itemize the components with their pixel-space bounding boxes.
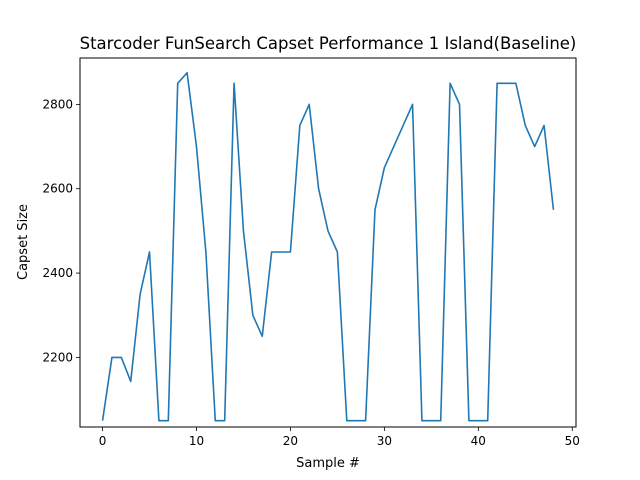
- y-tick-label: 2400: [42, 266, 73, 280]
- chart-title: Starcoder FunSearch Capset Performance 1…: [80, 34, 577, 53]
- x-tick-label: 30: [377, 434, 392, 448]
- x-axis-ticks: 0 10 20 30 40 50: [99, 427, 580, 448]
- plot-area-frame: [79, 57, 577, 428]
- x-tick-label: 20: [283, 434, 298, 448]
- y-axis-label: Capset Size: [16, 204, 31, 280]
- y-tick-label: 2200: [42, 350, 73, 364]
- x-tick-label: 40: [471, 434, 486, 448]
- x-tick-label: 0: [99, 434, 107, 448]
- y-tick-label: 2800: [42, 97, 73, 111]
- series-layer: [101, 71, 555, 422]
- x-tick-label: 50: [565, 434, 580, 448]
- x-axis-label: Sample #: [296, 456, 360, 471]
- series-line-0: [101, 71, 555, 422]
- y-tick-label: 2600: [42, 182, 73, 196]
- x-tick-label: 10: [189, 434, 204, 448]
- y-axis-ticks: 2200 2400 2600 2800: [42, 97, 80, 364]
